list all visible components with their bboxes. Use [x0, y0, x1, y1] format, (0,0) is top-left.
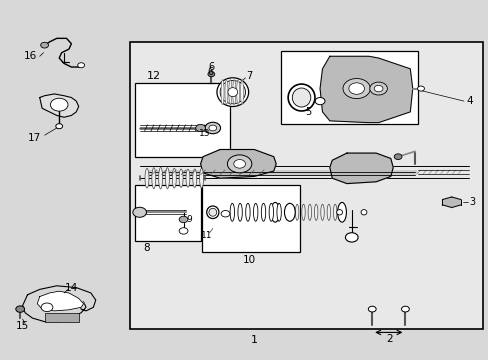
- Circle shape: [348, 83, 364, 94]
- Ellipse shape: [307, 204, 311, 220]
- Circle shape: [233, 159, 245, 168]
- Polygon shape: [22, 286, 96, 321]
- Text: 10: 10: [243, 255, 255, 265]
- Ellipse shape: [224, 80, 227, 105]
- Circle shape: [367, 306, 375, 312]
- Bar: [130, 42, 483, 329]
- Text: 13: 13: [198, 129, 210, 138]
- Ellipse shape: [208, 208, 216, 216]
- Bar: [135, 185, 201, 241]
- Circle shape: [16, 306, 24, 312]
- Circle shape: [78, 63, 84, 68]
- Circle shape: [369, 82, 386, 95]
- Ellipse shape: [152, 168, 156, 189]
- Ellipse shape: [261, 203, 265, 221]
- Ellipse shape: [326, 204, 330, 220]
- Ellipse shape: [301, 204, 305, 220]
- Text: 6: 6: [207, 67, 213, 77]
- Ellipse shape: [360, 210, 366, 215]
- Ellipse shape: [292, 88, 310, 107]
- Text: 9: 9: [185, 215, 191, 224]
- Ellipse shape: [192, 169, 196, 188]
- Polygon shape: [320, 56, 412, 123]
- Ellipse shape: [179, 169, 183, 188]
- Circle shape: [50, 98, 68, 111]
- Ellipse shape: [253, 203, 257, 221]
- Bar: [135, 83, 230, 157]
- Ellipse shape: [295, 204, 298, 220]
- Ellipse shape: [236, 80, 239, 105]
- Ellipse shape: [199, 168, 203, 188]
- Polygon shape: [200, 149, 276, 178]
- Ellipse shape: [227, 87, 237, 96]
- Text: 14: 14: [64, 283, 78, 293]
- Circle shape: [41, 303, 53, 312]
- Text: 12: 12: [147, 71, 161, 81]
- Circle shape: [401, 306, 408, 312]
- Ellipse shape: [158, 167, 162, 189]
- Circle shape: [41, 42, 48, 48]
- Ellipse shape: [232, 80, 235, 105]
- Text: 17: 17: [28, 133, 41, 143]
- Circle shape: [208, 125, 216, 131]
- Circle shape: [207, 72, 214, 77]
- Bar: [281, 51, 417, 125]
- Ellipse shape: [336, 210, 342, 215]
- Text: 16: 16: [24, 51, 38, 61]
- Ellipse shape: [240, 80, 243, 105]
- Text: 5: 5: [304, 107, 310, 117]
- Text: 8: 8: [143, 243, 150, 253]
- Ellipse shape: [165, 168, 169, 189]
- Circle shape: [345, 233, 357, 242]
- Text: 1: 1: [250, 334, 257, 345]
- Circle shape: [221, 211, 229, 217]
- Ellipse shape: [333, 204, 336, 220]
- Text: 15: 15: [16, 321, 29, 331]
- Ellipse shape: [337, 202, 346, 222]
- Circle shape: [373, 85, 382, 92]
- Ellipse shape: [172, 168, 176, 188]
- Ellipse shape: [320, 204, 324, 220]
- Ellipse shape: [245, 203, 249, 221]
- Ellipse shape: [276, 203, 281, 221]
- Ellipse shape: [238, 203, 242, 221]
- Polygon shape: [40, 94, 79, 117]
- Circle shape: [56, 124, 62, 129]
- Circle shape: [227, 155, 251, 173]
- Ellipse shape: [217, 78, 248, 107]
- Ellipse shape: [230, 203, 234, 221]
- Ellipse shape: [185, 169, 189, 187]
- Ellipse shape: [284, 203, 295, 221]
- Circle shape: [204, 122, 220, 134]
- Circle shape: [315, 98, 325, 105]
- Ellipse shape: [314, 204, 317, 220]
- Circle shape: [195, 125, 205, 132]
- Ellipse shape: [206, 206, 219, 219]
- Polygon shape: [37, 291, 83, 311]
- Ellipse shape: [270, 202, 279, 222]
- Circle shape: [179, 216, 187, 223]
- Ellipse shape: [287, 84, 314, 111]
- Bar: [202, 185, 299, 252]
- Ellipse shape: [221, 80, 224, 105]
- Ellipse shape: [288, 204, 292, 220]
- Ellipse shape: [268, 203, 273, 221]
- Circle shape: [393, 154, 401, 159]
- Ellipse shape: [220, 81, 245, 104]
- Text: 7: 7: [246, 71, 252, 81]
- Text: 2: 2: [385, 333, 392, 343]
- Text: 6: 6: [208, 62, 214, 72]
- Text: 11: 11: [201, 231, 212, 240]
- Polygon shape: [442, 197, 460, 207]
- Bar: [44, 313, 79, 321]
- Ellipse shape: [145, 168, 149, 188]
- Circle shape: [179, 228, 187, 234]
- Text: 4: 4: [466, 96, 472, 106]
- Text: 3: 3: [468, 197, 475, 207]
- Circle shape: [417, 86, 424, 91]
- Circle shape: [133, 207, 146, 217]
- Polygon shape: [329, 153, 392, 184]
- Circle shape: [342, 78, 369, 99]
- Ellipse shape: [228, 80, 231, 105]
